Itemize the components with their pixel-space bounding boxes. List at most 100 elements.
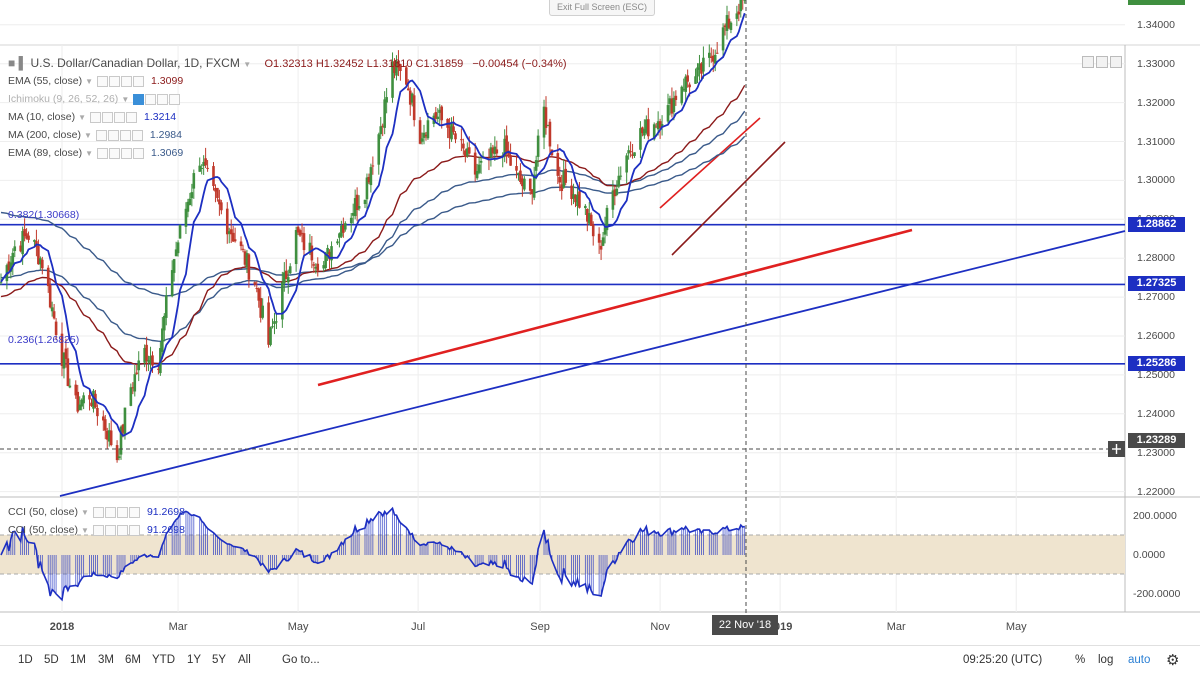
indicator-legend-ma10[interactable]: MA (10, close) ▼ 1.3214 bbox=[8, 111, 177, 123]
indicator-legend-ma200[interactable]: MA (200, close) ▼ 1.2984 bbox=[8, 129, 182, 141]
candle-body bbox=[76, 391, 80, 412]
more-icon[interactable] bbox=[121, 147, 133, 159]
close-icon[interactable] bbox=[169, 93, 181, 105]
candle-body bbox=[308, 242, 312, 254]
long-trendline[interactable] bbox=[59, 230, 1126, 497]
eye-icon[interactable] bbox=[92, 524, 104, 536]
candle-body bbox=[74, 384, 78, 396]
settings-icon[interactable] bbox=[145, 93, 157, 105]
close-icon[interactable] bbox=[133, 147, 145, 159]
crosshair-plus-icon bbox=[1108, 441, 1125, 457]
symbol-title[interactable]: U.S. Dollar/Canadian Dollar, 1D, FXCM bbox=[30, 56, 240, 70]
settings-icon[interactable] bbox=[107, 129, 119, 141]
settings-icon[interactable] bbox=[102, 111, 114, 123]
candle-body bbox=[686, 75, 689, 82]
candle-body bbox=[336, 241, 339, 244]
exit-fullscreen-button[interactable]: Exit Full Screen (ESC) bbox=[549, 0, 655, 16]
eye-icon[interactable] bbox=[92, 506, 104, 518]
candle-body bbox=[729, 22, 733, 30]
range-1d-button[interactable]: 1D bbox=[18, 654, 33, 666]
candle-body bbox=[420, 138, 424, 142]
range-5d-button[interactable]: 5D bbox=[44, 654, 59, 666]
more-icon[interactable] bbox=[121, 75, 133, 87]
candle-body bbox=[369, 167, 373, 186]
candle-body bbox=[365, 177, 369, 200]
candle-body bbox=[465, 148, 469, 156]
candle-body bbox=[412, 95, 416, 121]
range-ytd-button[interactable]: YTD bbox=[152, 654, 175, 666]
arrow-down-icon[interactable] bbox=[1096, 56, 1108, 68]
y-tick-label: 1.26000 bbox=[1137, 330, 1175, 342]
indicator-legend-ichimoku[interactable]: Ichimoku (9, 26, 52, 26) ▼ bbox=[8, 93, 181, 105]
candle-body bbox=[312, 264, 316, 266]
red-trendline[interactable] bbox=[317, 228, 913, 387]
range-all-button[interactable]: All bbox=[238, 654, 251, 666]
more-icon[interactable] bbox=[157, 93, 169, 105]
candle-body bbox=[542, 106, 546, 138]
eye-icon[interactable] bbox=[90, 111, 102, 123]
indicator-legend-ema55[interactable]: EMA (55, close) ▼ 1.3099 bbox=[8, 75, 184, 87]
candle-body bbox=[92, 390, 95, 409]
channel-upper-trendline[interactable] bbox=[659, 117, 761, 209]
candle-body bbox=[680, 86, 684, 104]
candle-body bbox=[184, 208, 188, 227]
more-icon[interactable] bbox=[116, 524, 128, 536]
close-icon[interactable] bbox=[128, 524, 140, 536]
candle-body bbox=[737, 11, 741, 15]
candle-body bbox=[340, 225, 343, 237]
close-icon[interactable] bbox=[126, 111, 138, 123]
indicator-value: 1.3069 bbox=[151, 147, 184, 159]
indicator-legend-ema89[interactable]: EMA (89, close) ▼ 1.3069 bbox=[8, 147, 184, 159]
more-icon[interactable] bbox=[114, 111, 126, 123]
candle-body bbox=[147, 360, 150, 362]
eye-icon[interactable] bbox=[97, 147, 109, 159]
arrow-up-icon[interactable] bbox=[1082, 56, 1094, 68]
more-icon[interactable] bbox=[119, 129, 131, 141]
close-icon[interactable] bbox=[131, 129, 143, 141]
candle-body bbox=[633, 152, 636, 157]
range-3m-button[interactable]: 3M bbox=[98, 654, 114, 666]
candle-body bbox=[452, 126, 455, 133]
settings-icon[interactable] bbox=[109, 75, 121, 87]
candle-body bbox=[682, 88, 686, 91]
candle-body bbox=[105, 430, 109, 440]
crosshair-date-label: 22 Nov '18 bbox=[712, 615, 778, 635]
cci-legend-2[interactable]: CCI (50, close) ▼ 91.2698 bbox=[8, 524, 185, 536]
channel-lower-trendline[interactable] bbox=[671, 141, 786, 256]
close-icon[interactable] bbox=[1110, 56, 1122, 68]
candle-body bbox=[395, 60, 398, 76]
candle-body bbox=[275, 321, 278, 323]
candle-body bbox=[21, 231, 24, 255]
candle-body bbox=[422, 132, 426, 138]
x-tick-label: Mar bbox=[168, 621, 188, 633]
goto-button[interactable]: Go to... bbox=[282, 654, 320, 666]
more-icon[interactable] bbox=[116, 506, 128, 518]
settings-icon[interactable] bbox=[104, 524, 116, 536]
ema-89-line bbox=[0, 110, 746, 343]
close-icon[interactable] bbox=[133, 75, 145, 87]
candle-body bbox=[172, 259, 176, 273]
candle-body bbox=[479, 160, 483, 163]
settings-icon[interactable] bbox=[109, 147, 121, 159]
gear-icon[interactable]: ⚙ bbox=[1166, 652, 1180, 669]
settings-icon[interactable] bbox=[104, 506, 116, 518]
range-1y-button[interactable]: 1Y bbox=[187, 654, 202, 666]
candle-body bbox=[723, 25, 727, 28]
eye-icon[interactable] bbox=[97, 75, 109, 87]
chart-canvas[interactable] bbox=[0, 0, 1200, 645]
candle-body bbox=[385, 97, 388, 103]
candle-body bbox=[300, 232, 304, 234]
auto-toggle[interactable]: auto bbox=[1128, 654, 1151, 666]
eye-icon[interactable] bbox=[133, 93, 145, 105]
candle-body bbox=[52, 311, 56, 319]
candle-body bbox=[688, 84, 691, 88]
range-1m-button[interactable]: 1M bbox=[70, 654, 86, 666]
close-icon[interactable] bbox=[128, 506, 140, 518]
range-5y-button[interactable]: 5Y bbox=[212, 654, 227, 666]
log-toggle[interactable]: log bbox=[1098, 654, 1114, 666]
candle-body bbox=[170, 270, 174, 297]
range-6m-button[interactable]: 6M bbox=[125, 654, 141, 666]
cci-legend-1[interactable]: CCI (50, close) ▼ 91.2698 bbox=[8, 506, 185, 518]
eye-icon[interactable] bbox=[95, 129, 107, 141]
percent-toggle[interactable]: % bbox=[1075, 654, 1086, 666]
